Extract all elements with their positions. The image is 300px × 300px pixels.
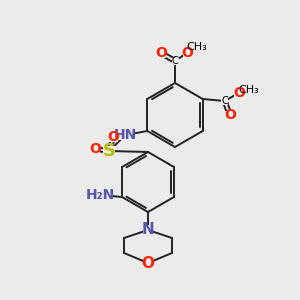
Text: O: O bbox=[107, 130, 119, 144]
FancyBboxPatch shape bbox=[143, 225, 153, 235]
FancyBboxPatch shape bbox=[143, 259, 152, 268]
Text: O: O bbox=[155, 46, 167, 60]
FancyBboxPatch shape bbox=[89, 190, 111, 200]
FancyBboxPatch shape bbox=[182, 49, 191, 58]
Text: CH₃: CH₃ bbox=[238, 85, 259, 95]
Text: HN: HN bbox=[114, 128, 137, 142]
FancyBboxPatch shape bbox=[172, 58, 178, 64]
Text: O: O bbox=[224, 108, 236, 122]
FancyBboxPatch shape bbox=[225, 110, 234, 119]
FancyBboxPatch shape bbox=[103, 146, 115, 156]
Text: O: O bbox=[89, 142, 101, 156]
FancyBboxPatch shape bbox=[187, 43, 207, 52]
Text: O: O bbox=[181, 46, 193, 60]
FancyBboxPatch shape bbox=[117, 130, 133, 140]
Text: N: N bbox=[142, 223, 154, 238]
Text: S: S bbox=[103, 142, 116, 160]
Text: H₂N: H₂N bbox=[85, 188, 115, 202]
Text: C: C bbox=[172, 56, 178, 66]
FancyBboxPatch shape bbox=[157, 49, 166, 58]
Text: C: C bbox=[221, 96, 228, 106]
FancyBboxPatch shape bbox=[91, 145, 100, 154]
FancyBboxPatch shape bbox=[221, 98, 228, 104]
FancyBboxPatch shape bbox=[109, 133, 118, 142]
Text: O: O bbox=[233, 86, 245, 100]
Text: O: O bbox=[142, 256, 154, 271]
FancyBboxPatch shape bbox=[239, 85, 259, 94]
Text: CH₃: CH₃ bbox=[187, 42, 207, 52]
FancyBboxPatch shape bbox=[234, 88, 243, 98]
